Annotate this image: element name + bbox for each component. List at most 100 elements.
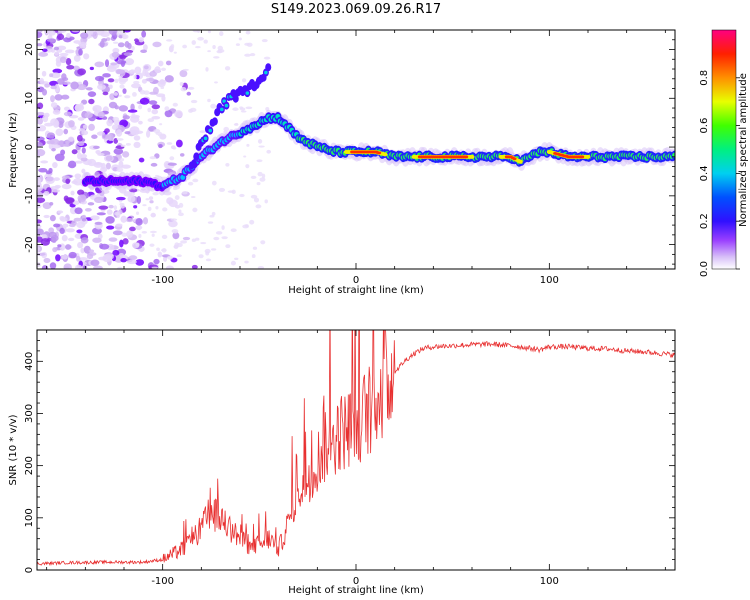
noise-blob xyxy=(50,48,56,53)
noise-blob xyxy=(141,30,147,38)
noise-blob xyxy=(124,41,130,48)
noise-blob xyxy=(93,265,103,269)
noise-blob xyxy=(179,69,188,78)
colorbar: 0.0 0.2 0.4 0.6 0.8 Normalized spectral ampl… xyxy=(699,29,749,277)
noise-blob xyxy=(37,148,46,157)
noise-blob xyxy=(143,44,148,51)
noise-blob xyxy=(50,72,61,79)
noise-blob xyxy=(148,196,154,200)
noise-blob xyxy=(93,145,100,150)
noise-blob xyxy=(90,215,100,221)
noise-blob xyxy=(97,111,105,119)
noise-blob xyxy=(75,264,83,269)
noise-blob xyxy=(190,196,196,199)
noise-blob xyxy=(53,46,60,51)
noise-blob xyxy=(126,230,133,238)
noise-blob xyxy=(100,31,110,38)
noise-blob xyxy=(104,128,110,134)
noise-blob xyxy=(163,161,171,169)
noise-blob xyxy=(207,50,211,53)
noise-blob xyxy=(116,248,127,256)
noise-blob xyxy=(96,131,106,136)
noise-blob xyxy=(174,195,180,200)
noise-blob xyxy=(80,154,87,159)
ridge-hot-mark xyxy=(585,154,591,159)
noise-blob xyxy=(46,38,57,43)
noise-blob xyxy=(192,207,198,213)
noise-blob xyxy=(221,236,228,240)
noise-blob xyxy=(64,49,75,54)
noise-blob xyxy=(107,133,114,142)
noise-blob xyxy=(78,257,88,261)
noise-blob xyxy=(100,166,108,173)
noise-blob xyxy=(81,147,86,154)
noise-blob xyxy=(92,237,102,243)
noise-blob xyxy=(250,175,257,179)
noise-blob xyxy=(77,134,83,142)
branch-mark xyxy=(265,63,272,72)
noise-blob xyxy=(63,263,72,269)
noise-blob xyxy=(141,78,147,84)
noise-blob xyxy=(77,189,85,196)
noise-blob xyxy=(119,200,123,203)
noise-blob xyxy=(131,113,136,116)
noise-blob xyxy=(81,130,89,136)
figure-title: S149.2023.069.09.26.R17 xyxy=(270,2,442,17)
noise-blob xyxy=(190,99,198,104)
noise-blob xyxy=(149,156,157,160)
noise-blob xyxy=(261,39,268,43)
noise-blob xyxy=(118,94,122,97)
noise-blob xyxy=(81,218,87,222)
noise-blob xyxy=(37,102,44,110)
noise-blob xyxy=(123,191,132,197)
noise-blob xyxy=(164,110,173,118)
noise-blob xyxy=(205,67,209,72)
noise-blob xyxy=(132,92,137,97)
noise-blob xyxy=(71,149,78,155)
noise-blob xyxy=(119,84,125,89)
noise-blob xyxy=(124,58,135,66)
noise-blob xyxy=(50,95,55,103)
noise-blob xyxy=(57,30,67,34)
noise-blob xyxy=(114,78,119,84)
noise-blob xyxy=(173,51,177,54)
noise-blob xyxy=(129,192,135,197)
branch-core xyxy=(208,128,213,133)
noise-blob xyxy=(150,162,158,167)
noise-blob xyxy=(211,211,216,216)
noise-blob xyxy=(192,30,200,33)
noise-blob xyxy=(80,32,89,39)
noise-blob xyxy=(65,57,72,66)
noise-blob xyxy=(44,83,50,88)
noise-blob xyxy=(167,162,177,166)
noise-blob xyxy=(136,196,142,204)
noise-blob xyxy=(164,75,174,83)
ridge-hot-mark xyxy=(469,154,475,159)
noise-blob xyxy=(72,65,80,71)
noise-blob xyxy=(111,51,120,58)
noise-blob xyxy=(76,229,83,234)
noise-blob xyxy=(70,81,79,90)
noise-blob xyxy=(138,104,143,110)
noise-blob xyxy=(213,236,220,241)
noise-blob xyxy=(67,136,75,142)
noise-blob xyxy=(38,167,48,173)
noise-blob xyxy=(59,216,68,222)
noise-blob xyxy=(255,204,262,209)
spectrogram-x-ticks: -100 0 100 xyxy=(46,30,666,286)
noise-blob xyxy=(203,39,208,44)
noise-blob xyxy=(119,239,124,248)
noise-blob xyxy=(124,95,131,99)
noise-blob xyxy=(162,207,168,212)
noise-blob xyxy=(70,190,75,196)
y-tick-label: 200 xyxy=(24,456,35,475)
noise-blob xyxy=(42,114,49,123)
noise-blob xyxy=(159,123,163,126)
noise-blob xyxy=(154,66,161,74)
ridge-peak-mark xyxy=(512,157,517,161)
noise-blob xyxy=(169,156,175,161)
noise-blob xyxy=(49,201,54,206)
noise-blob xyxy=(57,210,64,214)
noise-blob xyxy=(59,227,65,234)
noise-blob xyxy=(69,203,76,208)
